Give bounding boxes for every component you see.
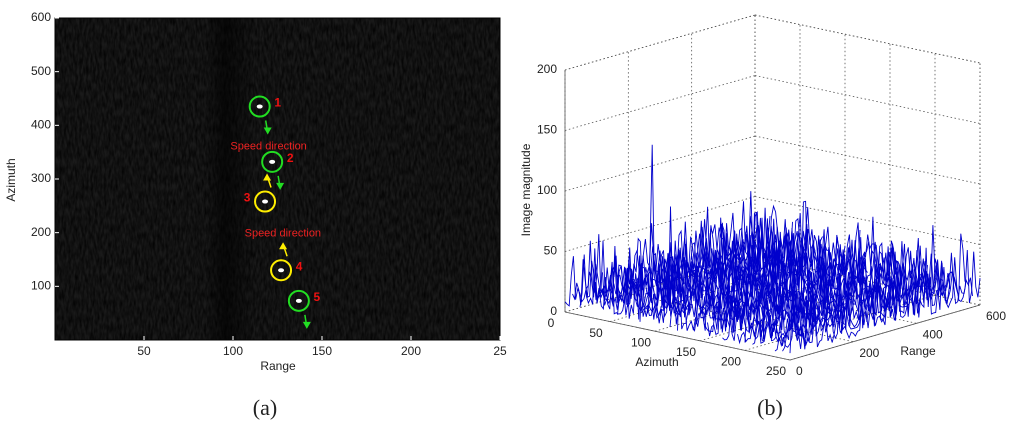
arrow-head <box>279 242 288 250</box>
x-label: Range <box>260 359 296 373</box>
mesh-line <box>669 211 861 328</box>
z-grid <box>754 135 981 185</box>
caption: (a) <box>253 395 277 420</box>
x-tick-label: 100 <box>223 344 243 358</box>
z-grid <box>754 75 981 124</box>
annotation-text: Speed direction <box>230 141 306 153</box>
y-tick-label: 400 <box>31 118 51 132</box>
x-tick-label: 200 <box>401 344 421 358</box>
target-circle <box>287 289 310 312</box>
y-tick-label: 600 <box>31 10 51 24</box>
target-spot <box>256 104 263 109</box>
image-panel: 1 2 3 4 5 Speed direction Speed direction 50 10… <box>4 10 507 420</box>
target-circle <box>254 190 277 213</box>
target-circle <box>261 150 284 173</box>
z-grid <box>564 14 756 71</box>
image-dark-band <box>205 18 255 340</box>
z-grid <box>564 135 756 192</box>
x-tick-label: 100 <box>631 335 651 349</box>
arrow-head <box>276 182 285 190</box>
y-tick-label: 200 <box>31 225 51 239</box>
x-tick-label: 200 <box>721 355 741 369</box>
arrow-head <box>302 321 311 329</box>
arrow-head <box>263 173 272 181</box>
mesh-line <box>722 240 913 341</box>
target-label: 2 <box>287 151 294 165</box>
image-speckle <box>55 18 500 340</box>
y-tick-label: 0 <box>796 364 803 378</box>
annotations: 1 2 3 4 5 Speed direction Speed direction <box>230 95 321 329</box>
y-tick-label: 100 <box>31 279 51 293</box>
y-tick-label: 400 <box>923 328 943 342</box>
y-tick-label: 500 <box>31 64 51 78</box>
x-label: Azimuth <box>635 355 678 369</box>
z-grid <box>754 14 981 64</box>
target-spot <box>262 199 269 204</box>
y-label: Range <box>900 344 936 358</box>
z-tick-label: 100 <box>537 183 557 197</box>
target-label: 5 <box>314 290 321 304</box>
z-tick-label: 150 <box>537 123 557 137</box>
target-label: 1 <box>274 96 281 110</box>
surface-panel: Image magnitude Azimuth Range (b) 0 50 100… <box>519 14 1006 420</box>
target-spot <box>269 159 276 164</box>
mesh-line <box>654 232 846 324</box>
target-circle <box>248 95 271 118</box>
y-tick-label: 300 <box>31 171 51 185</box>
z-tick-label: 0 <box>550 304 557 318</box>
target-label: 3 <box>244 191 251 205</box>
x-tick-label: 150 <box>312 344 332 358</box>
mesh-line <box>782 247 973 352</box>
x-tick-label: 50 <box>589 326 603 340</box>
x-tick-label: 50 <box>137 344 151 358</box>
box-edge <box>564 311 791 361</box>
y-tick-label: 200 <box>859 346 879 360</box>
y-label: Azimuth <box>4 158 18 201</box>
target-circle <box>270 259 293 282</box>
caption: (b) <box>757 395 783 420</box>
target-spot <box>295 298 302 303</box>
target-spot <box>278 268 285 273</box>
annotation-text: Speed direction <box>245 228 321 240</box>
z-tick-label: 50 <box>544 244 558 258</box>
x-tick-label: 0 <box>548 316 555 330</box>
mesh-line <box>789 249 981 354</box>
x-tick-label: 150 <box>676 345 696 359</box>
target-label: 4 <box>296 259 303 273</box>
z-grid <box>564 196 756 252</box>
arrow-head <box>263 127 272 135</box>
x-grid <box>789 304 981 361</box>
x-tick-label: 250 <box>766 364 786 378</box>
z-grid <box>564 75 756 131</box>
z-tick-label: 200 <box>537 62 557 76</box>
x-tick-label: 25 <box>493 344 507 358</box>
z-label: Image magnitude <box>519 143 533 236</box>
y-tick-label: 600 <box>986 309 1006 323</box>
mesh-line <box>587 225 778 303</box>
